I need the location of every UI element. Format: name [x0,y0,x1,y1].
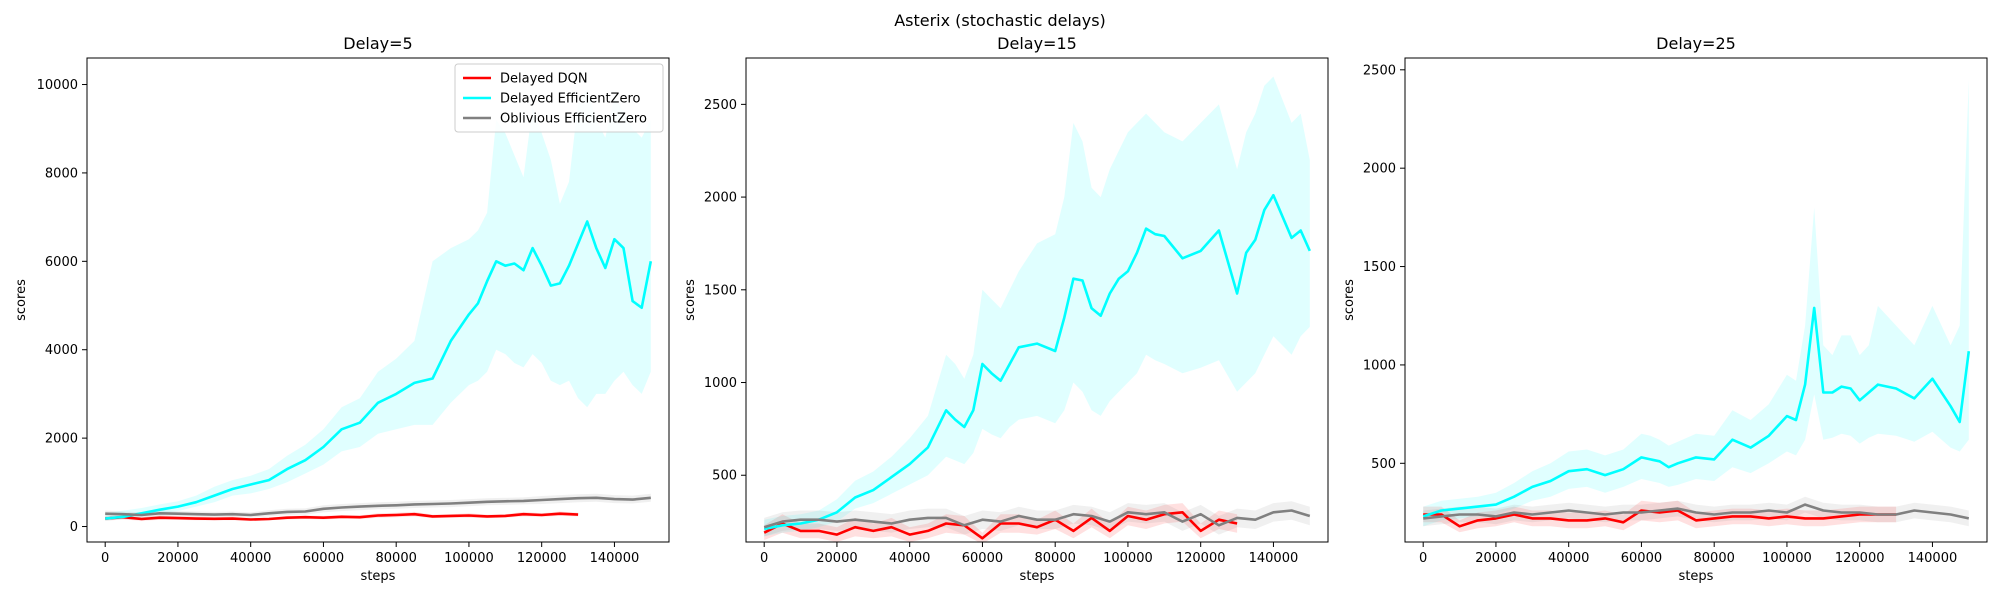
y-tick-label: 500 [712,469,737,484]
series-line-delayed-dqn [1423,509,1897,528]
axes-frame [1404,57,1988,543]
x-tick-label: 20000 [1475,551,1516,566]
x-tick-label: 20000 [816,551,857,566]
x-tick-label: 20000 [157,551,198,566]
x-tick-label: 0 [101,551,109,566]
y-tick-label: 2500 [704,98,737,113]
x-axis-label: steps [361,569,396,584]
series-line-delayed-efficientzero [105,220,653,520]
x-axis-label: steps [1679,569,1714,584]
series-line-oblivious-efficientzero [763,509,1311,529]
x-tick-label: 40000 [889,551,930,566]
x-tick-label: 120000 [1835,551,1885,566]
x-tick-label: 80000 [376,551,417,566]
y-tick-label: 2000 [704,191,737,206]
legend-entry-delayed-dqn: Delayed DQN [500,72,588,87]
subplot-2: Delay=15 0 20000 40000 60000 80000 100000 12000… [683,34,1329,584]
figure-suptitle: Asterix (stochastic delays) [894,11,1106,30]
x-tick-label: 100000 [1762,551,1812,566]
y-axis-label: scores [1342,279,1357,321]
series-line-delayed-efficientzero [1422,306,1971,518]
legend-entry-oblivious-efficientzero: Oblivious EfficientZero [500,112,647,127]
x-tick-label: 80000 [1694,551,1735,566]
confidence-band-delayed-efficientzero [764,76,1310,537]
x-tick-label: 60000 [1621,551,1662,566]
series-line-delayed-dqn [763,510,1238,540]
y-tick-label: 1000 [704,376,737,391]
y-tick-label: 10000 [37,78,78,93]
confidence-band-delayed-efficientzero [1423,79,1969,527]
subplot-grid: Delay=50 20000 40000 60000 80000 100000 120000… [14,34,1988,584]
y-tick-label: 500 [1371,457,1396,472]
x-tick-label: 100000 [1103,551,1153,566]
plot-area [763,76,1311,542]
x-tick-label: 60000 [962,551,1003,566]
y-axis-label: scores [683,279,698,321]
x-tick-label: 60000 [303,551,344,566]
subplot-1: Delay=50 20000 40000 60000 80000 100000 120000… [14,34,670,584]
subplot-title: Delay=25 [1656,34,1736,53]
legend-frame [454,63,664,133]
subplot-title: Delay=5 [343,34,412,53]
x-tick-label: 40000 [230,551,271,566]
y-tick-label: 1500 [1363,260,1396,275]
plot-area [1422,79,1971,533]
axes-frame [86,57,670,543]
x-tick-label: 120000 [1176,551,1226,566]
legend: Delayed DQN Delayed EfficientZero Obliviou… [454,63,664,133]
y-axis-label: scores [14,279,29,321]
axes-frame [745,57,1329,543]
x-tick-label: 0 [760,551,768,566]
y-tick-label: 1500 [704,283,737,298]
y-tick-label: 6000 [45,255,78,270]
series-line-oblivious-efficientzero [1423,503,1970,520]
x-tick-label: 140000 [1249,551,1299,566]
y-tick-label: 4000 [45,343,78,358]
confidence-band-delayed-dqn [1423,500,1897,533]
x-tick-label: 120000 [517,551,567,566]
y-tick-label: 8000 [45,166,78,181]
series-line-delayed-efficientzero [763,193,1311,531]
x-tick-label: 40000 [1548,551,1589,566]
x-axis-label: steps [1020,569,1055,584]
plot-area [105,88,653,521]
x-tick-label: 140000 [1908,551,1958,566]
x-tick-label: 0 [1419,551,1427,566]
x-tick-label: 80000 [1035,551,1076,566]
y-tick-label: 2500 [1363,63,1396,78]
subplot-title: Delay=15 [997,34,1077,53]
series-line-oblivious-efficientzero [105,496,651,517]
legend-entry-delayed-efficientzero: Delayed EfficientZero [500,92,641,107]
x-tick-label: 140000 [590,551,640,566]
confidence-band-delayed-efficientzero [105,88,651,521]
series-line-delayed-dqn [105,512,579,521]
x-tick-label: 100000 [444,551,494,566]
y-tick-label: 2000 [45,432,78,447]
y-tick-label: 0 [70,520,78,535]
y-tick-label: 2000 [1363,162,1396,177]
y-tick-label: 1000 [1363,358,1396,373]
subplot-3: Delay=25 0 20000 40000 60000 80000 100000 12000… [1342,34,1988,584]
